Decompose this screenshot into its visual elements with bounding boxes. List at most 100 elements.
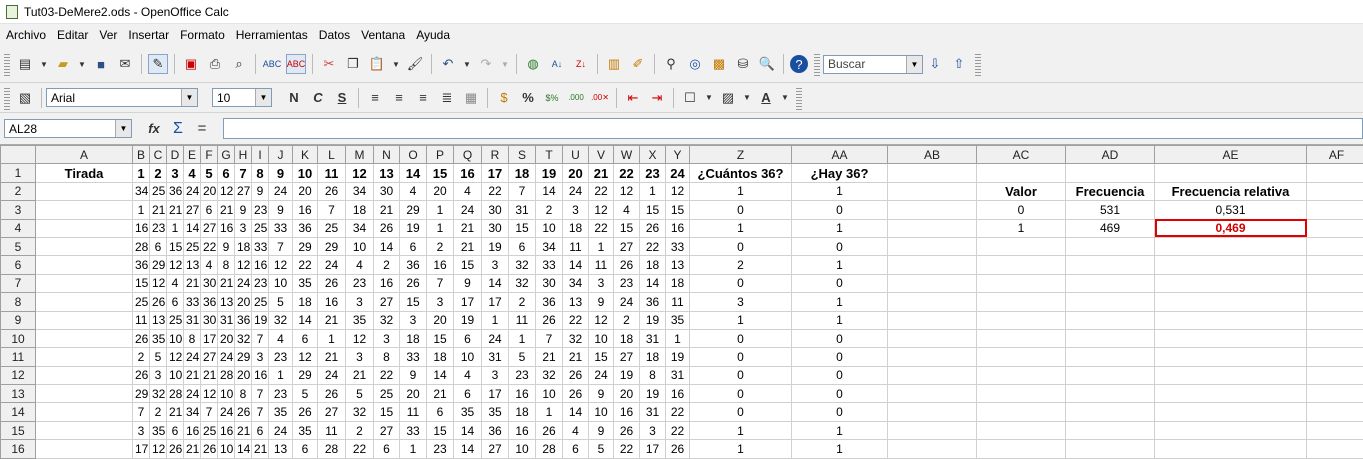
cell[interactable]: 3 xyxy=(482,366,509,384)
cell[interactable]: 35 xyxy=(293,274,318,292)
cell-a[interactable] xyxy=(36,366,133,384)
cell[interactable]: 35 xyxy=(150,421,167,439)
undo-icon[interactable]: ↶ xyxy=(438,54,458,74)
cell[interactable]: 9 xyxy=(218,237,235,255)
cell[interactable]: 2 xyxy=(536,201,563,219)
cell[interactable]: 19 xyxy=(640,311,666,329)
cell-ac[interactable]: 1 xyxy=(977,219,1066,237)
cell[interactable]: 27 xyxy=(614,237,640,255)
cell[interactable]: 10 xyxy=(589,403,614,421)
cell[interactable]: 27 xyxy=(184,201,201,219)
cell-ac[interactable] xyxy=(977,237,1066,255)
autospellcheck-icon[interactable]: ABC xyxy=(286,54,306,74)
cell[interactable]: 10 xyxy=(167,366,184,384)
cell[interactable]: 11 xyxy=(509,311,536,329)
cell-ab[interactable] xyxy=(888,219,977,237)
cell[interactable]: 21 xyxy=(184,366,201,384)
cell-af[interactable] xyxy=(1307,182,1363,200)
cell-z[interactable]: 1 xyxy=(690,182,792,200)
cell[interactable]: 25 xyxy=(167,311,184,329)
cell[interactable]: 25 xyxy=(150,182,167,200)
cell[interactable]: 15 xyxy=(454,256,482,274)
help-icon[interactable]: ? xyxy=(790,55,808,73)
cell[interactable]: 30 xyxy=(201,311,218,329)
cell[interactable]: 12 xyxy=(167,256,184,274)
cell[interactable]: 26 xyxy=(614,421,640,439)
cell[interactable]: 20 xyxy=(400,385,427,403)
cell[interactable]: 21 xyxy=(374,201,400,219)
cell[interactable]: 23 xyxy=(509,366,536,384)
cell[interactable]: 16 xyxy=(252,256,269,274)
cell-ad[interactable] xyxy=(1066,237,1155,255)
column-header-m[interactable]: M xyxy=(346,146,374,164)
cell[interactable]: 27 xyxy=(201,219,218,237)
column-header-g[interactable]: G xyxy=(218,146,235,164)
cell[interactable]: 15 xyxy=(509,219,536,237)
decrease-indent-icon[interactable]: ⇤ xyxy=(623,88,643,108)
cell[interactable]: 14 xyxy=(427,366,454,384)
cell[interactable]: 4 xyxy=(400,182,427,200)
cell[interactable]: 23 xyxy=(252,274,269,292)
column-header-n[interactable]: N xyxy=(374,146,400,164)
cell[interactable]: 34 xyxy=(184,403,201,421)
cell[interactable]: 35 xyxy=(346,311,374,329)
cell[interactable]: 1 xyxy=(167,219,184,237)
cell[interactable]: 23 xyxy=(614,274,640,292)
cell[interactable]: 16 xyxy=(427,256,454,274)
cell[interactable]: 12 xyxy=(293,348,318,366)
column-header-c[interactable]: C xyxy=(150,146,167,164)
cell[interactable]: 16 xyxy=(293,201,318,219)
cell[interactable]: 25 xyxy=(201,421,218,439)
cell[interactable]: 33 xyxy=(269,219,293,237)
cell[interactable]: 20 xyxy=(427,182,454,200)
cell-ae[interactable]: Frecuencia relativa xyxy=(1155,182,1307,200)
chevron-down-icon[interactable]: ▼ xyxy=(391,54,401,74)
row-header[interactable]: 14 xyxy=(1,403,36,421)
cell[interactable]: 6 xyxy=(201,201,218,219)
cell[interactable]: 31 xyxy=(218,311,235,329)
cell[interactable]: 22 xyxy=(589,182,614,200)
font-color-icon[interactable]: A xyxy=(756,88,776,108)
cell[interactable]: 12 xyxy=(614,182,640,200)
cell[interactable]: 30 xyxy=(482,201,509,219)
cell[interactable]: 29 xyxy=(133,385,150,403)
open-folder-icon[interactable]: ▰ xyxy=(53,54,73,74)
cell[interactable]: 8 xyxy=(640,366,666,384)
cell[interactable]: 18 xyxy=(235,237,252,255)
cell[interactable]: 16 xyxy=(666,219,690,237)
cell[interactable]: 3 xyxy=(427,293,454,311)
cell-ac[interactable] xyxy=(977,385,1066,403)
cell[interactable]: 6 xyxy=(293,329,318,347)
cell[interactable]: 16 xyxy=(509,385,536,403)
cell[interactable]: 6 xyxy=(167,421,184,439)
cell[interactable]: 21 xyxy=(150,201,167,219)
cell-ad[interactable] xyxy=(1066,385,1155,403)
column-header-d[interactable]: D xyxy=(167,146,184,164)
cell-ad[interactable] xyxy=(1066,256,1155,274)
cell[interactable]: 1 xyxy=(509,329,536,347)
cell[interactable]: 35 xyxy=(293,421,318,439)
cell[interactable]: 14 xyxy=(454,421,482,439)
redo-icon[interactable]: ↷ xyxy=(476,54,496,74)
chevron-down-icon[interactable]: ▼ xyxy=(500,54,510,74)
cell[interactable]: 15 xyxy=(167,237,184,255)
cell[interactable]: 4 xyxy=(167,274,184,292)
cell[interactable]: 19 xyxy=(482,237,509,255)
cell[interactable]: 18 xyxy=(509,403,536,421)
cell[interactable]: 3 xyxy=(252,348,269,366)
cell[interactable]: 2 xyxy=(150,164,167,182)
cell[interactable]: 14 xyxy=(184,219,201,237)
cell[interactable]: 16 xyxy=(454,164,482,182)
column-header-ae[interactable]: AE xyxy=(1155,146,1307,164)
row-header[interactable]: 13 xyxy=(1,385,36,403)
cell[interactable]: 1 xyxy=(269,366,293,384)
cell[interactable]: 4 xyxy=(454,182,482,200)
cell-z[interactable]: 3 xyxy=(690,293,792,311)
cell-ad[interactable]: Frecuencia xyxy=(1066,182,1155,200)
cell[interactable]: 26 xyxy=(150,293,167,311)
zoom-icon[interactable]: 🔍 xyxy=(757,54,777,74)
cell[interactable]: 11 xyxy=(400,403,427,421)
menu-item-insertar[interactable]: Insertar xyxy=(128,28,169,42)
menu-item-ayuda[interactable]: Ayuda xyxy=(416,28,450,42)
cell[interactable]: 28 xyxy=(133,237,150,255)
